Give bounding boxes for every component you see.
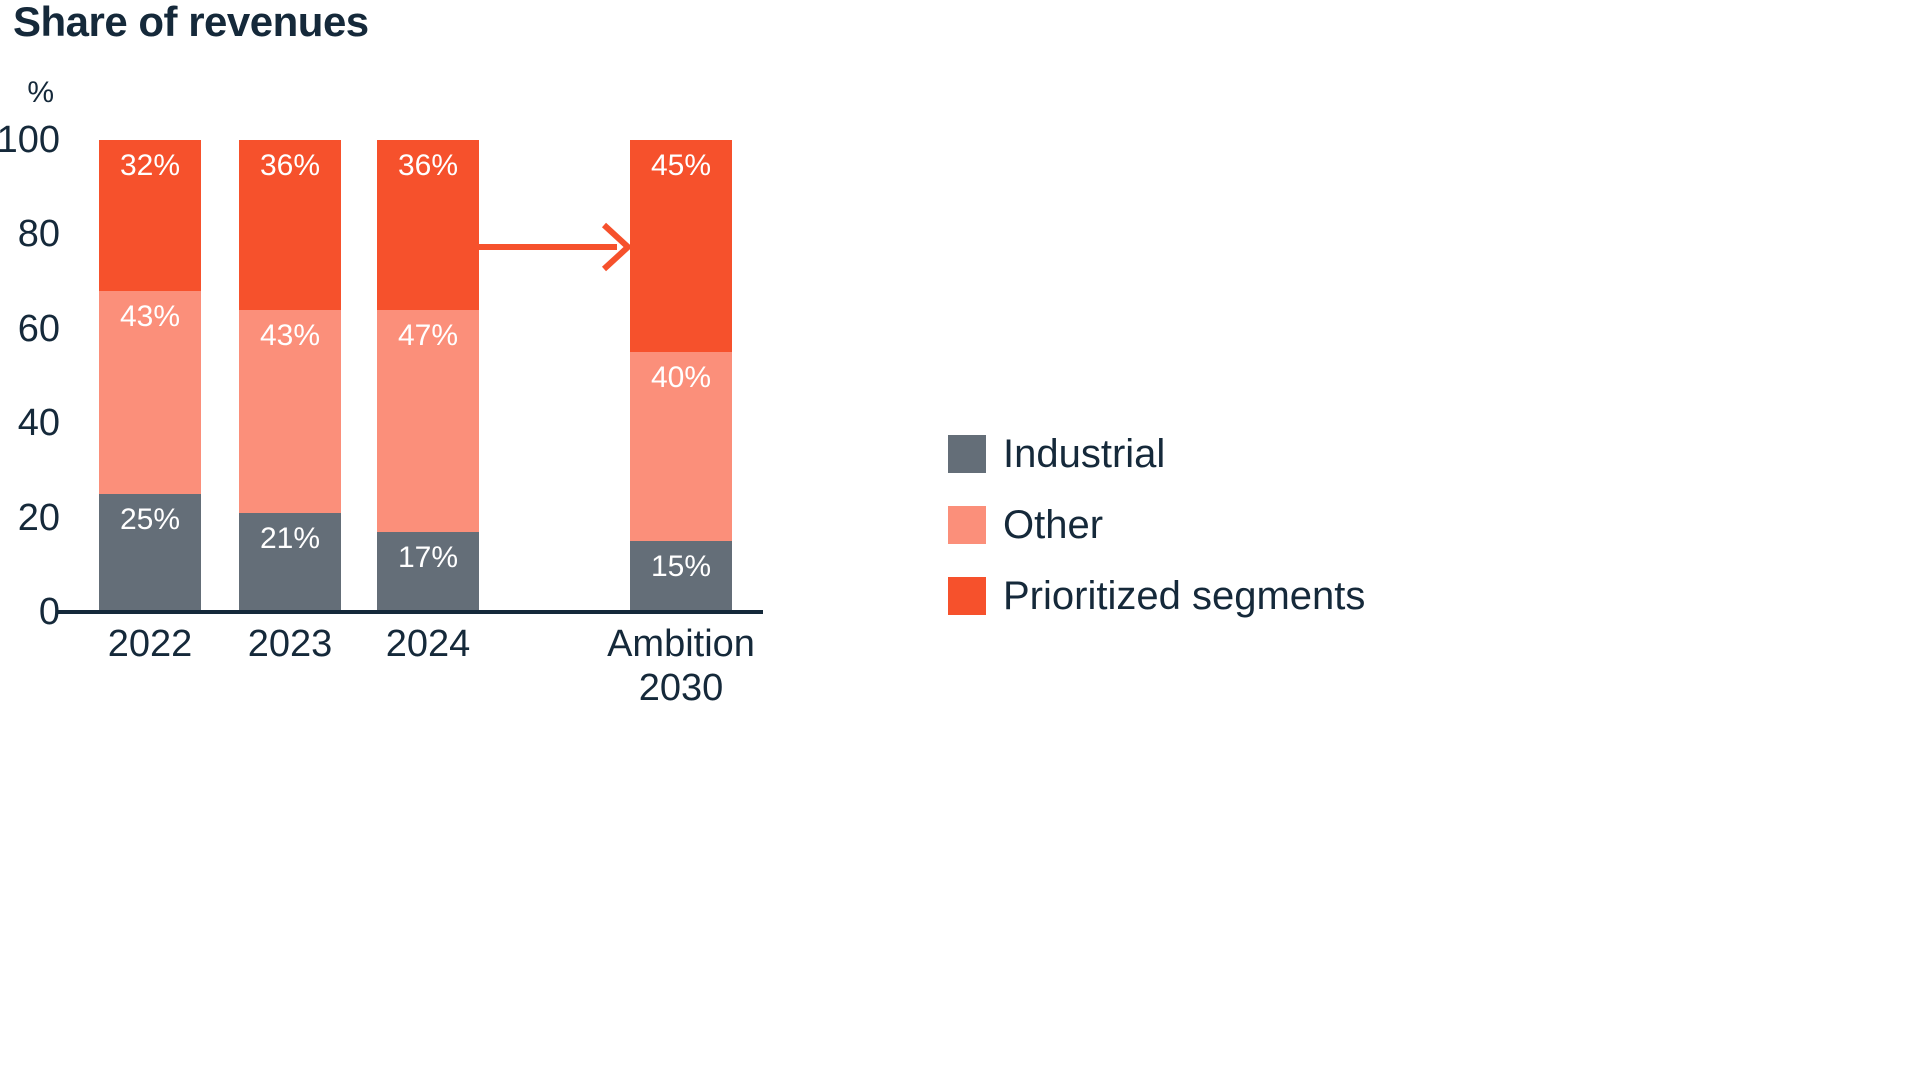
legend-label: Other: [1003, 502, 1104, 547]
segment-prioritized-segments: 45%: [630, 140, 732, 353]
bar-value-label: 21%: [259, 521, 321, 555]
y-tick-label: 100: [0, 119, 60, 161]
segment-prioritized-segments: 32%: [99, 140, 201, 292]
legend-swatch: [948, 577, 986, 615]
legend-swatch: [948, 506, 986, 544]
x-category-label: Ambition 2030: [607, 623, 755, 709]
chart-title: Share of revenues: [13, 0, 369, 45]
y-axis-ticks: 0 20 40 60 80 100: [0, 121, 60, 631]
bar-value-label: 25%: [119, 503, 181, 536]
segment-prioritized-segments: 36%: [377, 140, 479, 310]
bar-value-label: 45%: [650, 149, 712, 183]
y-tick-label: 80: [17, 213, 60, 256]
y-tick-label: 20: [17, 496, 60, 539]
plot-area: 25% 43% 32% 21% 43% 36% 17% 47% 36% 15% 40% 45%: [0, 140, 800, 612]
bar-value-label: 40%: [650, 361, 712, 395]
bar-value-label: 47%: [397, 318, 459, 352]
segment-industrial: 25%: [99, 494, 201, 612]
legend-item: Other: [948, 503, 1365, 547]
x-axis-line: [57, 610, 763, 614]
segment-prioritized-segments: 36%: [239, 140, 341, 310]
legend-swatch: [948, 435, 986, 473]
y-tick-label: 60: [17, 307, 60, 350]
segment-other: 43%: [239, 309, 341, 513]
segment-industrial: 21%: [239, 512, 341, 612]
x-category-label: 2024: [385, 623, 471, 665]
bar-2024: 17% 47% 36%: [377, 140, 479, 612]
bar-value-label: 36%: [397, 149, 459, 183]
bar-value-label: 15%: [650, 550, 712, 584]
legend-item: Industrial: [948, 432, 1365, 476]
legend-label: Industrial: [1003, 431, 1166, 476]
y-tick-label: 40: [17, 402, 60, 445]
bar-2023: 21% 43% 36%: [239, 140, 341, 612]
bar-value-label: 36%: [259, 149, 321, 183]
segment-other: 43%: [99, 291, 201, 494]
trend-arrow-icon: [477, 222, 633, 272]
bar-2022: 25% 43% 32%: [99, 140, 201, 612]
segment-industrial: 17%: [377, 531, 479, 612]
y-tick-label: 0: [38, 591, 60, 633]
x-category-label: 2022: [107, 623, 193, 665]
segment-other: 40%: [630, 352, 732, 542]
bar-value-label: 43%: [259, 318, 321, 352]
bar-ambition-2030: 15% 40% 45%: [630, 140, 732, 612]
legend: Industrial Other Prioritized segments: [948, 432, 1365, 648]
y-axis-unit-label: %: [27, 76, 54, 109]
x-category-label: 2023: [247, 623, 333, 665]
segment-industrial: 15%: [630, 541, 732, 612]
bar-value-label: 43%: [119, 300, 181, 334]
legend-item: Prioritized segments: [948, 574, 1365, 618]
legend-label: Prioritized segments: [1003, 573, 1366, 618]
bar-value-label: 32%: [119, 149, 181, 183]
bar-value-label: 17%: [397, 540, 459, 574]
segment-other: 47%: [377, 309, 479, 532]
